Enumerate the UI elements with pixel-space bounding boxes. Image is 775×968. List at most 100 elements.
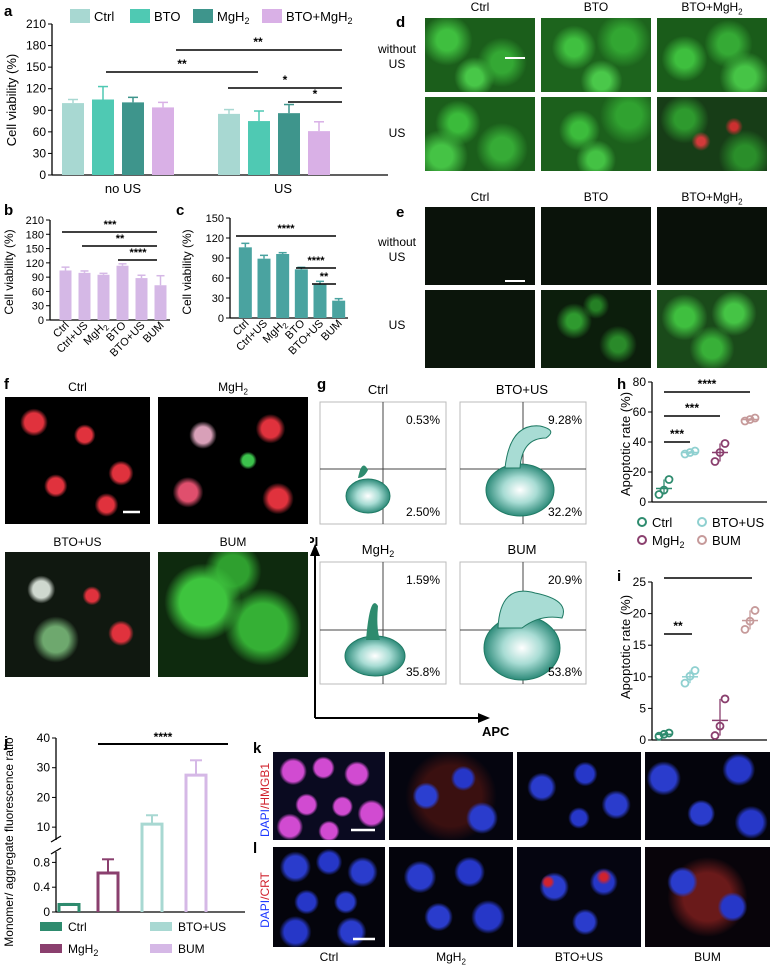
chart-h-point-0-2 — [664, 475, 674, 484]
chart-h-point-0-1 — [659, 485, 669, 495]
legend-swatch-ctrl — [70, 9, 90, 23]
svg-text:BTO+US: BTO+US — [178, 920, 226, 934]
chart-i: Apoptotic rate (%) 0 5 10 15 20 25 **** ** — [618, 572, 767, 747]
micrograph-d-btomgh2-noUS — [657, 18, 767, 92]
panel-f-label-mgh2: MgH2 — [218, 380, 248, 397]
legend-label-bto: BTO — [154, 9, 181, 24]
chart-j-ytick: 0 — [43, 905, 50, 919]
chart-h: Apoptotic rate (%) 0 20 40 60 80 **** *** **… — [618, 375, 767, 550]
chart-c-ytick: 30 — [212, 293, 224, 305]
chart-b-ytick: 0 — [38, 315, 44, 327]
micrograph-k-mgh2 — [389, 752, 513, 840]
svg-text:DAPI/CRT: DAPI/CRT — [258, 871, 272, 927]
micrograph-d-ctrl-noUS — [425, 18, 535, 92]
chart-a-group-us: US — [274, 181, 292, 196]
flow-title-bum: BUM — [508, 542, 537, 557]
panel-label-k: k — [253, 740, 262, 757]
bar-a-2-1 — [278, 113, 300, 175]
micrograph-k-ctrl — [273, 752, 385, 840]
chart-j-significance: **** — [98, 730, 228, 745]
flow-title-btous: BTO+US — [496, 382, 548, 397]
legend-swatch-mgh2 — [193, 9, 213, 23]
chart-h-ylabel: Apoptotic rate (%) — [618, 392, 633, 496]
chart-b-ytick: 120 — [26, 258, 44, 270]
micrograph-d-ctrl-US — [425, 97, 535, 171]
chart-c-ytick: 60 — [212, 273, 224, 285]
panel-label-g: g — [317, 376, 327, 393]
chart-a-ytick: 180 — [26, 39, 46, 53]
chart-h-point-2-2 — [720, 439, 730, 448]
chart-a-group-nous: no US — [105, 181, 141, 196]
svg-text:MgH2: MgH2 — [68, 942, 98, 958]
micrograph-f-btous — [5, 552, 150, 677]
chart-h-ytick: 60 — [633, 405, 647, 419]
flow-lower-ctrl: 2.50% — [406, 505, 440, 519]
flow-y-label: PI — [310, 534, 318, 549]
chart-i-point-0-1 — [659, 729, 669, 739]
flow-upper-mgh2: 1.59% — [406, 573, 440, 587]
panel-l-col-mgh2: MgH2 — [436, 950, 466, 967]
chart-h-point-1-0 — [680, 449, 690, 459]
chart-c-bar-1 — [257, 258, 271, 318]
chart-i-point-0-2 — [664, 728, 674, 738]
chart-i-significance: **** ** — [664, 572, 752, 635]
chart-b-ytick: 180 — [26, 229, 44, 241]
chart-j-ytick: 0.8 — [33, 855, 50, 869]
panel-e-row-us: US — [388, 318, 406, 332]
chart-c-ytick: 150 — [206, 213, 224, 225]
flow-upper-ctrl: 0.53% — [406, 413, 440, 427]
micrograph-e-bto-US — [541, 290, 651, 368]
panel-label-j: j — [4, 734, 9, 751]
chart-i-ytick: 5 — [639, 701, 646, 715]
panel-label-h: h — [617, 376, 627, 393]
panel-d-row-without-us: without US — [377, 42, 417, 71]
micrograph-l-btous — [517, 847, 641, 947]
chart-b-ytick: 90 — [32, 272, 44, 284]
panel-label-e: e — [396, 204, 405, 221]
chart-a-ytick: 60 — [33, 125, 47, 139]
micrograph-d-btomgh2-US — [657, 97, 767, 171]
scale-bar-d — [505, 57, 525, 59]
micrograph-e-btomgh2-noUS — [657, 207, 767, 285]
chart-a-ytick: 0 — [39, 168, 46, 182]
micrograph-e-ctrl-noUS — [425, 207, 535, 285]
svg-text:***: *** — [104, 219, 118, 231]
panel-e-row-without-us: without US — [377, 235, 417, 264]
panel-e-col-bto: BTO — [583, 190, 609, 204]
flow-lower-bum: 53.8% — [548, 665, 582, 679]
svg-text:Ctrl: Ctrl — [68, 920, 87, 934]
bar-a-1-1 — [248, 121, 270, 175]
micrograph-l-ctrl — [273, 847, 385, 947]
chart-b-bar-4 — [135, 278, 148, 320]
micrograph-f-bum — [158, 552, 308, 677]
chart-a-ylabel: Cell viability (%) — [4, 54, 19, 146]
micrograph-k-bum — [645, 752, 770, 840]
chart-h-point-3-2 — [750, 413, 760, 423]
svg-text:**: ** — [116, 233, 125, 245]
chart-c-category-5: BUM — [319, 318, 345, 344]
svg-text:**: ** — [673, 619, 683, 633]
panel-l-col-btous: BTO+US — [554, 950, 604, 964]
chart-i-point-1-0 — [680, 678, 690, 688]
panel-k-side-label: DAPI/HMGB1 — [258, 763, 272, 837]
chart-i-ytick: 20 — [633, 607, 647, 621]
chart-h-point-3-1 — [745, 415, 755, 424]
svg-text:***: *** — [685, 401, 699, 415]
svg-text:****: **** — [129, 247, 147, 259]
panel-e-col-btomgh2: BTO+MgH2 — [681, 190, 743, 207]
flow-population-mgh2 — [344, 635, 406, 677]
flow-upper-btous: 9.28% — [548, 413, 582, 427]
chart-j-ytick: 40 — [37, 731, 51, 745]
bar-a-0-1 — [218, 113, 240, 175]
legend-label-btomgh2: BTO+MgH2 — [286, 9, 353, 26]
svg-text:**: ** — [253, 35, 263, 49]
flow-upper-bum: 20.9% — [548, 573, 582, 587]
chart-b-ytick: 210 — [26, 215, 44, 227]
micrograph-e-ctrl-US — [425, 290, 535, 368]
chart-i-ytick: 25 — [633, 575, 647, 589]
chart-b-ytick: 150 — [26, 244, 44, 256]
chart-h-point-2-1 — [715, 448, 725, 457]
chart-i-point-3-1 — [745, 616, 755, 626]
chart-i-ytick: 10 — [633, 670, 647, 684]
